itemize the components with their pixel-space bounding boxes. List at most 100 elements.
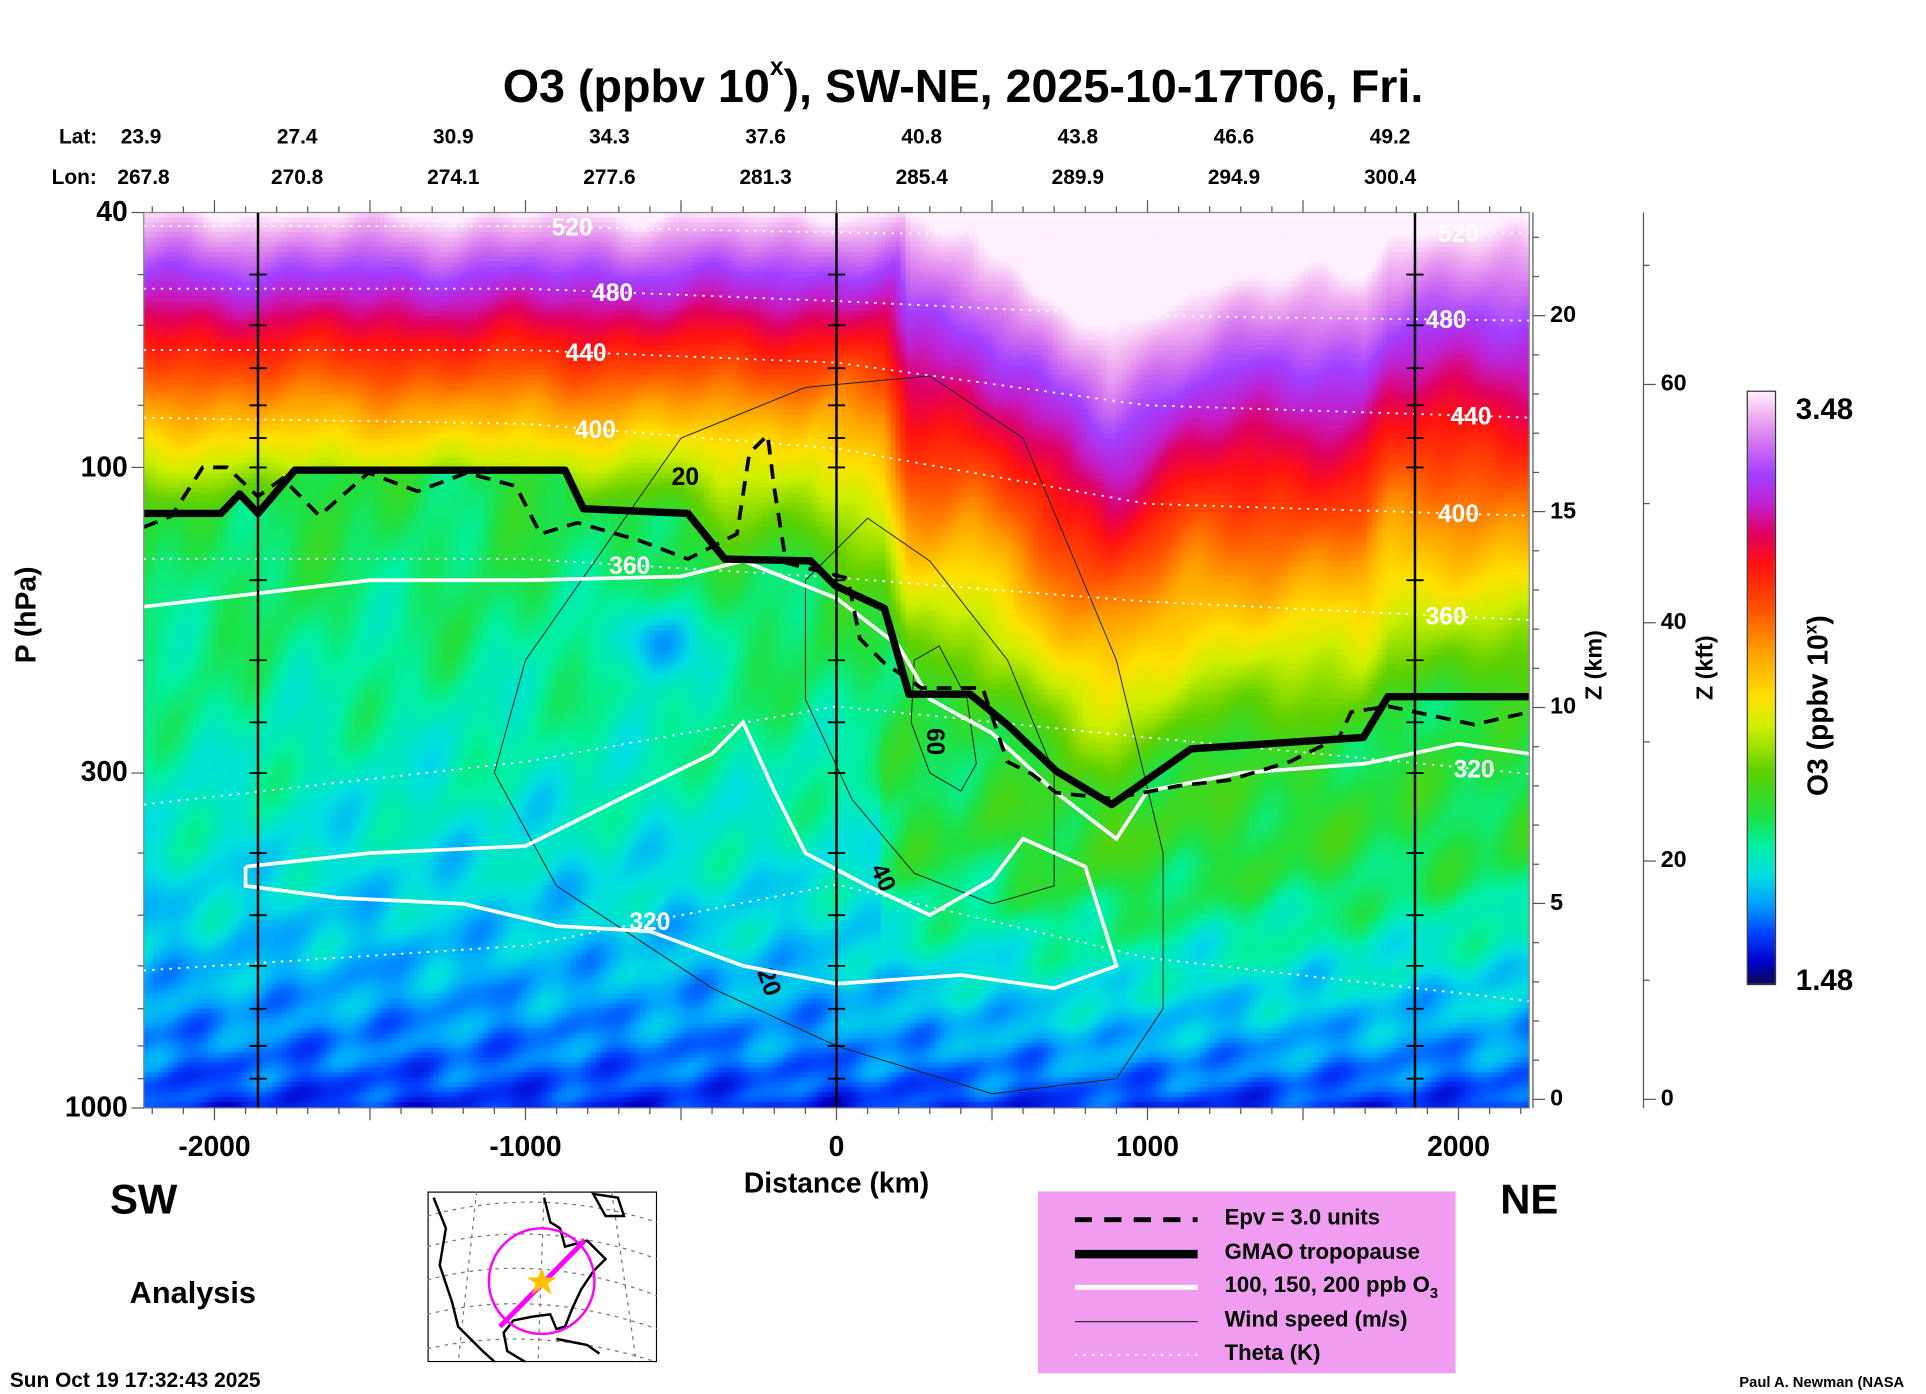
lon-value: 277.6 <box>583 165 636 190</box>
y-tick-label: 1000 <box>64 1090 128 1123</box>
z-kft-tick-label: 20 <box>1660 847 1687 874</box>
wind-speed-label: 40 <box>865 860 901 896</box>
lat-value: 27.4 <box>276 125 318 149</box>
z-kft-tick-label: 40 <box>1660 609 1687 636</box>
lat-value: 37.6 <box>745 125 786 149</box>
legend-label-text: GMAO tropopause <box>1224 1238 1420 1264</box>
legend-label: 100, 150, 200 ppb O3 <box>1225 1273 1438 1302</box>
legend-label-subscript: 3 <box>1429 1284 1439 1302</box>
theta-line-400 <box>143 416 1530 517</box>
theta-label: 520 <box>552 215 593 242</box>
lon-value: 274.1 <box>427 165 480 190</box>
x-axis-label: Distance (km) <box>743 1166 930 1199</box>
z-km-tick-label: 10 <box>1550 694 1577 720</box>
z-kft-tick-label: 60 <box>1660 370 1687 397</box>
z-kft-axis-label: Z (kft) <box>1692 635 1719 701</box>
x-tick-label: -1000 <box>489 1130 562 1162</box>
legend-label: Epv = 3.0 units <box>1225 1205 1380 1231</box>
theta-label: 440 <box>1450 403 1491 430</box>
o3-contour-line <box>243 719 1119 991</box>
wind-speed-contour-60 <box>910 645 977 792</box>
lon-value: 270.8 <box>271 165 324 190</box>
y-tick-label: 300 <box>80 755 128 788</box>
legend-label-text: Theta (K) <box>1224 1340 1321 1365</box>
legend-label: GMAO tropopause <box>1225 1239 1420 1265</box>
lat-label: Lat: <box>58 125 98 149</box>
y-tick-label: 100 <box>80 450 128 483</box>
z-km-tick-label: 5 <box>1550 889 1564 916</box>
lat-value: 40.8 <box>901 125 943 149</box>
epv-dashed-line <box>143 430 1530 801</box>
colorbar-min-label: 1.48 <box>1795 964 1854 998</box>
x-tick-label: 1000 <box>1116 1130 1179 1162</box>
lat-value: 30.9 <box>432 125 474 149</box>
legend-label-text: 100, 150, 200 ppb O <box>1224 1272 1430 1298</box>
z-kft-tick-label: 0 <box>1660 1085 1674 1112</box>
lon-value: 289.9 <box>1051 165 1104 190</box>
legend-label-text: Wind speed (m/s) <box>1224 1306 1408 1331</box>
legend-label-text: Epv = 3.0 units <box>1224 1204 1381 1230</box>
legend-item: Wind speed (m/s) <box>1038 1305 1456 1337</box>
theta-label: 480 <box>1426 307 1467 334</box>
y-tick-label: 40 <box>96 195 128 228</box>
map-graticule <box>427 1191 658 1363</box>
sw-direction-label: SW <box>110 1176 178 1224</box>
colorbar <box>1746 390 1777 986</box>
lon-value: 300.4 <box>1363 165 1417 190</box>
theta-label: 320 <box>1454 756 1495 783</box>
lon-value: 267.8 <box>117 165 170 190</box>
legend: Epv = 3.0 units GMAO tropopause 100, 150, … <box>1037 1191 1456 1374</box>
chart-title: O3 (ppbv 10x), SW-NE, 2025-10-17T06, Fri… <box>502 54 1424 114</box>
theta-label: 440 <box>566 340 607 367</box>
lat-value: 49.2 <box>1369 125 1411 149</box>
legend-swatch-dotted <box>1074 1353 1198 1356</box>
lon-label: Lon: <box>51 165 97 190</box>
lon-value: 285.4 <box>895 165 948 190</box>
legend-label: Wind speed (m/s) <box>1225 1306 1408 1332</box>
o3-contour-line <box>143 559 1530 842</box>
lat-value: 46.6 <box>1213 125 1255 149</box>
colorbar-max-label: 3.48 <box>1795 393 1854 427</box>
lon-value: 294.9 <box>1207 165 1261 190</box>
wind-speed-label: 20 <box>672 464 699 491</box>
legend-item: Theta (K) <box>1038 1339 1456 1371</box>
credit: Paul A. Newman (NASA <box>1739 1373 1905 1391</box>
theta-label: 360 <box>1426 604 1467 631</box>
ne-direction-label: NE <box>1500 1176 1559 1224</box>
z-km-tick-label: 15 <box>1550 498 1577 524</box>
z-km-axis-label: Z (km) <box>1582 630 1608 701</box>
x-tick-label: 2000 <box>1427 1130 1490 1162</box>
timestamp: Sun Oct 19 17:32:43 2025 <box>9 1368 261 1392</box>
legend-item: Epv = 3.0 units <box>1038 1204 1456 1236</box>
x-tick-label: -2000 <box>178 1130 251 1162</box>
legend-item: GMAO tropopause <box>1038 1238 1456 1270</box>
analysis-label: Analysis <box>129 1276 257 1311</box>
lon-value: 281.3 <box>739 165 792 190</box>
legend-item: 100, 150, 200 ppb O3 <box>1038 1271 1456 1303</box>
theta-label: 400 <box>575 417 616 444</box>
theta-label: 520 <box>1438 221 1479 248</box>
x-tick-label: 0 <box>828 1130 845 1162</box>
wind-speed-label: 60 <box>921 728 948 755</box>
y-axis-label: P (hPa) <box>9 566 42 664</box>
z-km-tick-label: 20 <box>1550 302 1577 328</box>
theta-label: 480 <box>592 280 633 307</box>
legend-swatch-thin <box>1074 1320 1198 1322</box>
location-map-inset <box>427 1191 658 1363</box>
map-range-circle <box>487 1227 596 1336</box>
legend-swatch-white <box>1074 1284 1198 1290</box>
lat-value: 43.8 <box>1057 125 1099 149</box>
legend-swatch-dashed <box>1074 1217 1198 1223</box>
theta-label: 360 <box>609 553 650 580</box>
z-km-tick-label: 0 <box>1550 1085 1564 1112</box>
legend-swatch-thick <box>1074 1249 1198 1258</box>
wind-speed-contour-20 <box>493 375 1164 1095</box>
legend-label: Theta (K) <box>1225 1340 1321 1366</box>
theta-label: 400 <box>1438 501 1479 528</box>
lat-value: 23.9 <box>120 125 162 149</box>
map-center-star-icon <box>526 1267 557 1295</box>
colorbar-label: O3 (ppbv 10x) <box>1800 615 1834 796</box>
lat-value: 34.3 <box>589 125 630 149</box>
